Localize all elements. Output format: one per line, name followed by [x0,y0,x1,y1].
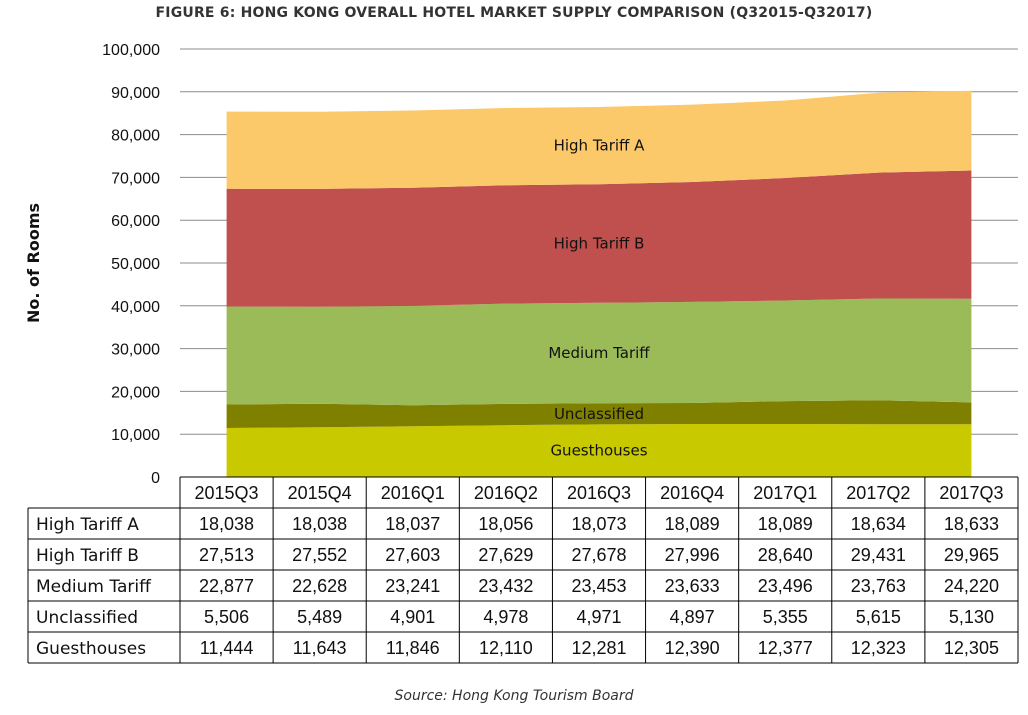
table-cell: 29,965 [944,545,999,565]
series-label-unclassified: Unclassified [554,405,644,423]
y-tick-label: 60,000 [111,213,160,230]
table-cell: 27,552 [292,545,347,565]
table-row-label: High Tariff A [36,515,139,535]
table-cell: 5,506 [204,607,249,627]
y-tick-label: 90,000 [111,85,160,102]
y-tick-label: 100,000 [102,42,160,59]
y-tick-label: 40,000 [111,299,160,316]
table-cell: 27,678 [571,545,626,565]
series-label-medium-tariff: Medium Tariff [548,344,650,362]
y-tick-label: 20,000 [111,384,160,401]
x-tick-label: 2015Q4 [288,483,352,503]
table-cell: 27,996 [665,545,720,565]
chart-title: FIGURE 6: HONG KONG OVERALL HOTEL MARKET… [155,5,873,21]
x-tick-label: 2016Q2 [474,483,538,503]
area-unclassified [226,400,972,428]
table-cell: 23,496 [758,576,813,596]
table-cell: 4,971 [576,607,621,627]
table-cell: 23,633 [665,576,720,596]
table-cell: 18,633 [944,514,999,534]
source-note: Source: Hong Kong Tourism Board [394,688,634,704]
table-cell: 18,038 [199,514,254,534]
y-tick-label: 80,000 [111,128,160,145]
table-cell: 18,056 [478,514,533,534]
table-cell: 12,305 [944,638,999,658]
table-cell: 12,323 [851,638,906,658]
table-cell: 22,877 [199,576,254,596]
table-cell: 5,355 [763,607,808,627]
table-cell: 18,634 [851,514,906,534]
y-tick-label: 0 [151,470,160,487]
table-cell: 18,037 [385,514,440,534]
area-high-tariff-b [226,170,972,307]
y-axis-title: No. of Rooms [24,203,43,323]
table-cell: 23,241 [385,576,440,596]
x-tick-label: 2017Q3 [939,483,1003,503]
table-cell: 18,073 [571,514,626,534]
table-cell: 23,763 [851,576,906,596]
x-tick-label: 2016Q3 [567,483,631,503]
table-cell: 12,377 [758,638,813,658]
table-cell: 11,444 [200,638,254,658]
table-cell: 22,628 [292,576,347,596]
table-cell: 18,089 [665,514,720,534]
table-row-label: Guesthouses [36,639,146,659]
x-tick-label: 2017Q2 [846,483,910,503]
table-cell: 28,640 [758,545,813,565]
table-cell: 18,038 [292,514,347,534]
y-tick-label: 70,000 [111,170,160,187]
area-medium-tariff [226,298,972,406]
table-cell: 4,901 [390,607,435,627]
series-label-guesthouses: Guesthouses [550,442,647,460]
table-cell: 12,390 [665,638,720,658]
area-high-tariff-a [226,90,972,189]
x-tick-label: 2017Q1 [753,483,817,503]
table-cell: 5,489 [297,607,342,627]
table-cell: 24,220 [944,576,999,596]
table-cell: 5,130 [949,607,994,627]
table-cell: 4,897 [670,607,715,627]
y-tick-label: 50,000 [111,256,160,273]
series-label-high-tariff-a: High Tariff A [554,137,646,155]
table-cell: 11,643 [293,638,347,658]
area-guesthouses [226,424,972,477]
table-cell: 5,615 [856,607,901,627]
table-row-label: Unclassified [36,608,138,628]
table-cell: 18,089 [758,514,813,534]
table-cell: 29,431 [851,545,906,565]
y-tick-label: 10,000 [111,427,160,444]
table-cell: 4,978 [483,607,528,627]
table-cell: 27,603 [385,545,440,565]
x-tick-label: 2016Q1 [381,483,445,503]
table-cell: 23,453 [571,576,626,596]
table-row-label: High Tariff B [36,546,139,566]
table-cell: 27,513 [199,545,254,565]
table-cell: 27,629 [478,545,533,565]
table-cell: 12,281 [571,638,626,658]
series-label-high-tariff-b: High Tariff B [554,235,645,253]
table-row-label: Medium Tariff [36,577,152,597]
x-tick-label: 2015Q3 [195,483,259,503]
table-cell: 11,846 [386,638,440,658]
table-cell: 12,110 [479,638,533,658]
x-tick-label: 2016Q4 [660,483,724,503]
table-cell: 23,432 [478,576,533,596]
y-tick-label: 30,000 [111,342,160,359]
